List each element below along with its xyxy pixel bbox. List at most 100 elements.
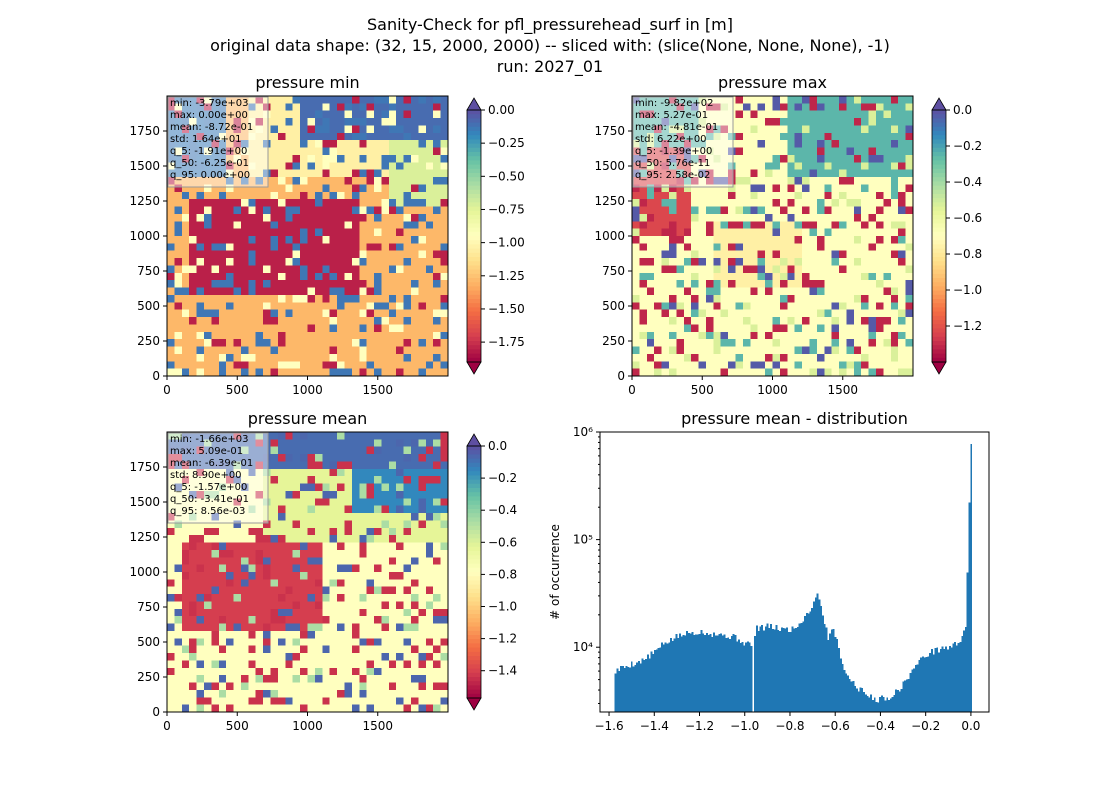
- heatmap-cell: [742, 280, 751, 288]
- heatmap-cell: [779, 199, 788, 207]
- heatmap-cell: [411, 542, 419, 551]
- heatmap-cell: [374, 250, 382, 259]
- heatmap-cell: [226, 557, 234, 565]
- heatmap-cell: [772, 199, 781, 207]
- heatmap-cell: [388, 125, 397, 134]
- heatmap-cell: [839, 236, 847, 244]
- heatmap-cell: [374, 586, 382, 595]
- heatmap-cell: [329, 468, 338, 477]
- heatmap-cell: [676, 147, 685, 156]
- heatmap-cell: [757, 169, 766, 178]
- heatmap-cell: [359, 154, 367, 163]
- heatmap-cell: [898, 213, 906, 222]
- heatmap-cell: [691, 243, 699, 252]
- heatmap-cell: [646, 154, 655, 163]
- heatmap-cell: [816, 265, 825, 274]
- colorbar-segment: [467, 576, 481, 581]
- heatmap-cell: [277, 118, 286, 126]
- histogram-bar: [641, 658, 644, 712]
- heatmap-cell: [218, 309, 227, 318]
- histogram-bar: [859, 687, 862, 712]
- heatmap-cell: [839, 324, 847, 333]
- heatmap-cell: [351, 361, 360, 369]
- heatmap-cell: [211, 184, 220, 193]
- heatmap-cell: [174, 184, 183, 193]
- heatmap-cell: [292, 236, 301, 244]
- heatmap-cell: [366, 125, 375, 134]
- heatmap-cell: [772, 346, 781, 355]
- heatmap-cell: [396, 572, 404, 580]
- heatmap-cell: [329, 645, 338, 654]
- heatmap-cell: [226, 564, 234, 573]
- heatmap-cell: [233, 368, 242, 377]
- colorbar-segment: [467, 454, 481, 459]
- heatmap-cell: [742, 162, 751, 170]
- heatmap-cell: [240, 579, 249, 588]
- heatmap-cell: [203, 353, 212, 362]
- heatmap-cell: [240, 557, 249, 565]
- colorbar-segment: [467, 223, 481, 228]
- heatmap-cell: [646, 331, 655, 340]
- heatmap-cell: [720, 272, 729, 281]
- heatmap-cell: [853, 177, 862, 185]
- stats-line: q_5: -1.57e+00: [170, 482, 247, 493]
- heatmap-cell: [691, 221, 699, 229]
- heatmap-cell: [307, 513, 316, 521]
- heatmap-cell: [174, 177, 183, 185]
- heatmap-cell: [218, 132, 227, 141]
- heatmap-cell: [639, 191, 648, 200]
- histogram-bar: [955, 645, 958, 712]
- heatmap-cell: [226, 454, 234, 462]
- heatmap-cell: [831, 103, 840, 112]
- heatmap-cell: [425, 638, 434, 646]
- heatmap-cell: [203, 594, 212, 602]
- heatmap-cell: [196, 213, 205, 222]
- heatmap-cell: [277, 461, 286, 470]
- heatmap-cell: [181, 294, 190, 303]
- heatmap-cell: [765, 169, 773, 178]
- heatmap-cell: [876, 309, 884, 318]
- heatmap-cell: [263, 432, 271, 440]
- colorbar-segment: [467, 240, 481, 245]
- heatmap-cell: [211, 361, 220, 369]
- heatmap-cell: [418, 154, 427, 163]
- heatmap-cell: [381, 346, 390, 355]
- colorbar-segment: [932, 328, 946, 333]
- heatmap-cell: [403, 346, 412, 355]
- colorbar-segment: [467, 551, 481, 556]
- heatmap-cell: [425, 346, 434, 355]
- heatmap-cell: [196, 483, 205, 492]
- heatmap-cell: [181, 660, 190, 669]
- heatmap-cell: [307, 483, 316, 492]
- colorbar-segment: [467, 139, 481, 144]
- histogram-bar: [904, 680, 907, 712]
- heatmap-cell: [292, 520, 301, 529]
- heatmap-cell: [322, 601, 330, 610]
- heatmap-cell: [189, 177, 197, 185]
- heatmap-cell: [742, 368, 751, 377]
- heatmap-cell: [861, 140, 869, 148]
- heatmap-cell: [779, 177, 788, 185]
- heatmap-cell: [425, 483, 434, 492]
- heatmap-cell: [329, 103, 338, 112]
- heatmap-cell: [418, 258, 427, 266]
- heatmap-cell: [668, 287, 677, 296]
- heatmap-cell: [285, 608, 294, 617]
- heatmap-cell: [802, 125, 810, 134]
- heatmap-cell: [322, 490, 330, 499]
- heatmap-cell: [211, 199, 220, 207]
- heatmap-cell: [668, 154, 677, 163]
- histogram-bar: [866, 695, 869, 712]
- heatmap-cell: [388, 454, 397, 462]
- heatmap-cell: [174, 660, 183, 669]
- heatmap-cell: [240, 191, 249, 200]
- heatmap-cell: [683, 317, 692, 325]
- heatmap-cell: [337, 118, 345, 126]
- heatmap-cell: [433, 432, 441, 440]
- histogram-bar: [888, 700, 890, 712]
- histogram-bar: [861, 688, 864, 712]
- colorbar-tick-label: −1.00: [488, 236, 525, 250]
- heatmap-cell: [329, 258, 338, 266]
- colorbar-segment: [932, 257, 946, 262]
- heatmap-cell: [167, 520, 175, 529]
